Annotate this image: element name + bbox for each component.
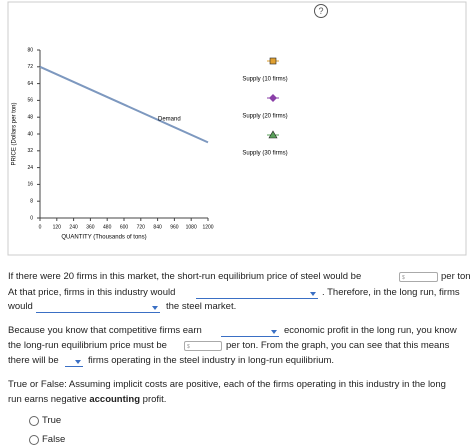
y-tick-label: 64 xyxy=(27,81,33,87)
y-tick-label: 32 xyxy=(27,148,33,154)
x-tick-label: 360 xyxy=(86,224,95,230)
text: there will be xyxy=(8,355,59,366)
text: True or False: Assuming implicit costs a… xyxy=(8,379,446,390)
y-tick-label: 56 xyxy=(27,98,33,104)
x-tick-label: 240 xyxy=(69,224,78,230)
help-button[interactable] xyxy=(314,4,328,18)
text: per ton. From the graph, you can see tha… xyxy=(226,340,450,351)
legend-label: Supply (30 firms) xyxy=(242,151,287,157)
y-tick-label: 80 xyxy=(27,47,33,53)
text-line: run earns negative accounting profit. xyxy=(8,394,166,406)
chart-panel: ? 0 8 16 24 32 40 48 56 64 72 80 0 120 240 360 480 600 72… xyxy=(7,1,467,256)
text: If there were 20 firms in this market, t… xyxy=(8,271,362,282)
x-tick-label: 0 xyxy=(39,224,42,230)
y-tick-label: 8 xyxy=(30,199,33,205)
dropdown[interactable] xyxy=(36,302,160,313)
y-tick-label: 48 xyxy=(27,115,33,121)
option-label[interactable]: False xyxy=(42,434,66,445)
x-tick-label: 600 xyxy=(120,224,129,230)
x-tick-label: 1080 xyxy=(186,224,197,230)
legend-marker xyxy=(269,94,277,102)
price-input[interactable]: $ xyxy=(184,341,222,351)
bold-text: accounting xyxy=(89,394,141,405)
y-tick-label: 16 xyxy=(27,182,33,188)
radio-true[interactable] xyxy=(29,416,39,426)
x-tick-label: 1200 xyxy=(202,224,213,230)
dropdown[interactable] xyxy=(221,326,279,337)
y-tick-label: 0 xyxy=(30,215,33,221)
dropdown[interactable] xyxy=(196,288,318,299)
y-tick-label: 24 xyxy=(27,165,33,171)
text: . Therefore, in the long run, firms xyxy=(322,287,460,298)
text: At that price, firms in this industry wo… xyxy=(8,287,176,298)
text: run earns negative xyxy=(8,394,87,405)
text: profit. xyxy=(142,394,167,405)
text: would xyxy=(8,301,33,312)
x-tick-label: 480 xyxy=(103,224,112,230)
text: economic profit in the long run, you kno… xyxy=(284,325,457,336)
legend-label: Supply (20 firms) xyxy=(242,114,287,120)
x-tick-label: 840 xyxy=(153,224,162,230)
price-input[interactable]: $ xyxy=(399,272,438,282)
radio-false[interactable] xyxy=(29,435,39,445)
demand-line xyxy=(39,65,209,144)
text: the steel market. xyxy=(166,301,237,312)
x-tick-label: 960 xyxy=(170,224,179,230)
text: per ton xyxy=(441,271,471,282)
legend-marker xyxy=(268,130,278,139)
series-label: Demand xyxy=(158,117,181,123)
x-tick-label: 120 xyxy=(53,224,62,230)
x-axis-label: QUANTITY (Thousands of tons) xyxy=(61,235,146,241)
legend-marker xyxy=(269,57,277,65)
dropdown[interactable] xyxy=(65,356,83,367)
y-tick-label: 72 xyxy=(27,64,33,70)
text: Because you know that competitive firms … xyxy=(8,325,202,336)
option-label[interactable]: True xyxy=(42,415,62,426)
text: the long-run equilibrium price must be xyxy=(8,340,167,351)
x-tick-label: 720 xyxy=(137,224,146,230)
y-tick-label: 40 xyxy=(27,131,33,137)
help-icon[interactable]: ? xyxy=(318,6,323,16)
legend-label: Supply (10 firms) xyxy=(242,77,287,83)
panel-border xyxy=(7,1,467,256)
text: firms operating in the steel industry in… xyxy=(88,355,335,366)
y-axis-label: PRICE (Dollars per ton) xyxy=(12,102,18,165)
